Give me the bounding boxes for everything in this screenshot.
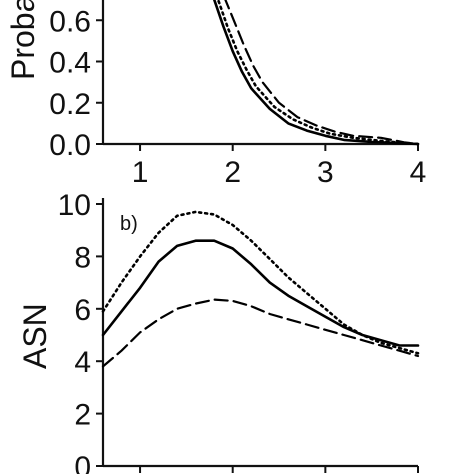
bottom-series-solid-line — [101, 239, 420, 347]
bottom-y-axis-title: ASN — [17, 303, 53, 369]
bottom-series-dashed-line — [101, 298, 420, 368]
bottom-y-tick-label: 4 — [74, 346, 91, 379]
bottom-series-dotted-line — [101, 210, 420, 355]
bottom-series — [101, 210, 420, 368]
top-series — [212, 0, 420, 146]
bottom-y-tick-label: 8 — [74, 241, 91, 274]
top-y-tick-label: 0.0 — [49, 129, 91, 162]
top-y-tick-label: 0.6 — [49, 5, 91, 38]
top-panel: Proba 0.0 0.2 0.4 0.6 1 2 3 4 — [5, 0, 426, 189]
top-series-dashed-line — [224, 0, 420, 146]
panel-b-label: b) — [120, 213, 138, 235]
bottom-y-tick-label: 0 — [74, 451, 91, 474]
top-series-dotted-line — [216, 0, 420, 146]
bottom-panel: ASN b) 0 2 4 6 8 10 — [17, 189, 420, 474]
bottom-y-tick-label: 6 — [74, 294, 91, 327]
top-x-tick-label: 4 — [410, 156, 427, 189]
bottom-y-ticks: 0 2 4 6 8 10 — [58, 189, 103, 474]
top-x-ticks: 1 2 3 4 — [132, 144, 427, 189]
top-x-tick-label: 1 — [132, 156, 149, 189]
top-y-tick-label: 0.2 — [49, 88, 91, 121]
bottom-y-tick-label: 2 — [74, 399, 91, 432]
top-y-tick-label: 0.4 — [49, 47, 91, 80]
top-x-tick-label: 3 — [317, 156, 334, 189]
top-x-tick-label: 2 — [224, 156, 241, 189]
bottom-y-tick-label: 10 — [58, 189, 91, 222]
top-y-ticks: 0.0 0.2 0.4 0.6 — [49, 5, 103, 162]
top-y-axis-title: Proba — [5, 0, 41, 80]
top-series-solid-line — [212, 0, 420, 146]
bottom-x-ticks — [139, 466, 419, 473]
